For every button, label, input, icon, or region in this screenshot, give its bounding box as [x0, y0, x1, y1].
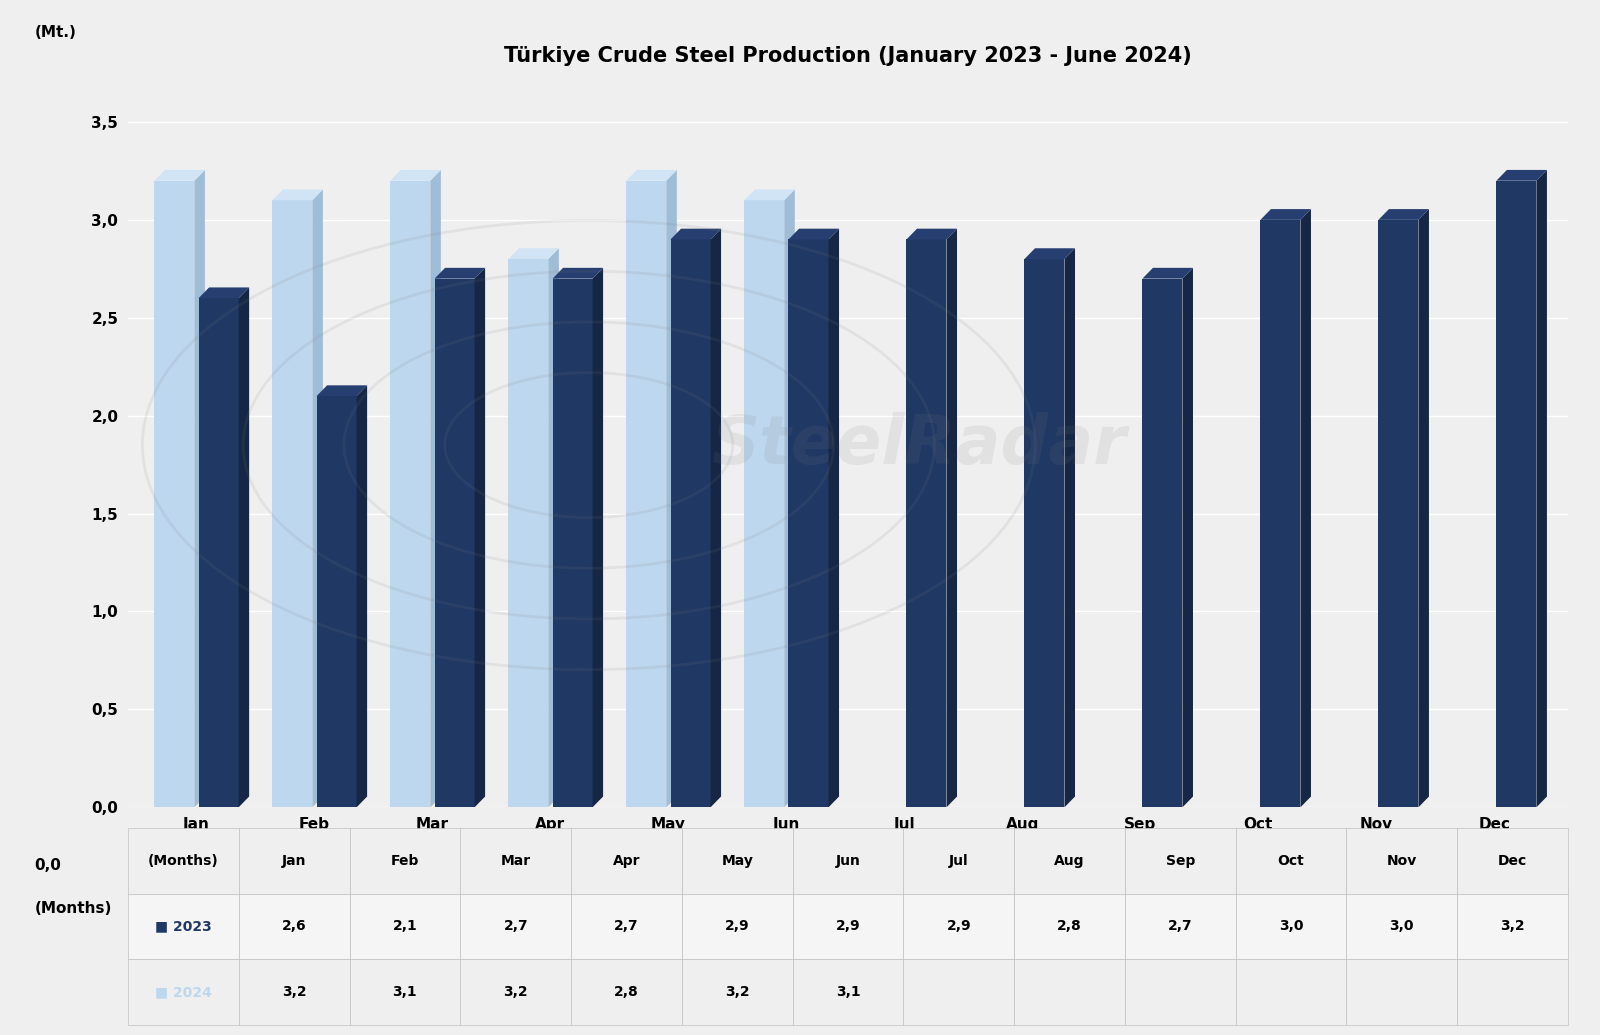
Polygon shape: [1301, 209, 1310, 807]
Polygon shape: [552, 268, 603, 278]
Polygon shape: [475, 268, 485, 807]
Polygon shape: [1064, 248, 1075, 807]
Polygon shape: [317, 396, 357, 807]
Polygon shape: [1182, 268, 1194, 807]
Polygon shape: [1536, 170, 1547, 807]
Polygon shape: [1142, 278, 1182, 807]
Polygon shape: [238, 288, 250, 807]
Polygon shape: [784, 189, 795, 807]
Polygon shape: [552, 278, 592, 807]
Polygon shape: [907, 239, 947, 807]
Polygon shape: [1496, 181, 1536, 807]
Polygon shape: [670, 229, 722, 239]
Polygon shape: [272, 189, 323, 201]
Polygon shape: [789, 229, 838, 239]
Polygon shape: [626, 170, 677, 181]
Polygon shape: [435, 278, 475, 807]
Polygon shape: [592, 268, 603, 807]
Polygon shape: [390, 181, 430, 807]
Polygon shape: [1024, 259, 1064, 807]
Polygon shape: [198, 298, 238, 807]
Polygon shape: [509, 259, 549, 807]
Text: SteelRadar: SteelRadar: [712, 412, 1128, 478]
Polygon shape: [744, 201, 784, 807]
Polygon shape: [357, 385, 366, 807]
Polygon shape: [194, 170, 205, 807]
Polygon shape: [1261, 209, 1310, 219]
Polygon shape: [829, 229, 838, 807]
Polygon shape: [1419, 209, 1429, 807]
Polygon shape: [670, 239, 710, 807]
Polygon shape: [1024, 248, 1075, 259]
Polygon shape: [1378, 209, 1429, 219]
Polygon shape: [549, 248, 558, 807]
Polygon shape: [198, 288, 250, 298]
Polygon shape: [907, 229, 957, 239]
Polygon shape: [430, 170, 442, 807]
Text: (Months): (Months): [34, 901, 112, 916]
Polygon shape: [626, 181, 666, 807]
Polygon shape: [744, 189, 795, 201]
Polygon shape: [947, 229, 957, 807]
Polygon shape: [1378, 219, 1419, 807]
Polygon shape: [710, 229, 722, 807]
Polygon shape: [272, 201, 312, 807]
Polygon shape: [1496, 170, 1547, 181]
Polygon shape: [1261, 219, 1301, 807]
Title: Türkiye Crude Steel Production (January 2023 - June 2024): Türkiye Crude Steel Production (January …: [504, 46, 1192, 66]
Polygon shape: [789, 239, 829, 807]
Polygon shape: [1142, 268, 1194, 278]
Polygon shape: [390, 170, 442, 181]
Polygon shape: [312, 189, 323, 807]
Polygon shape: [666, 170, 677, 807]
Polygon shape: [154, 181, 194, 807]
Polygon shape: [317, 385, 366, 396]
Text: (Mt.): (Mt.): [34, 25, 77, 39]
Polygon shape: [435, 268, 485, 278]
Polygon shape: [154, 170, 205, 181]
Polygon shape: [509, 248, 558, 259]
Text: 0,0: 0,0: [34, 858, 61, 873]
